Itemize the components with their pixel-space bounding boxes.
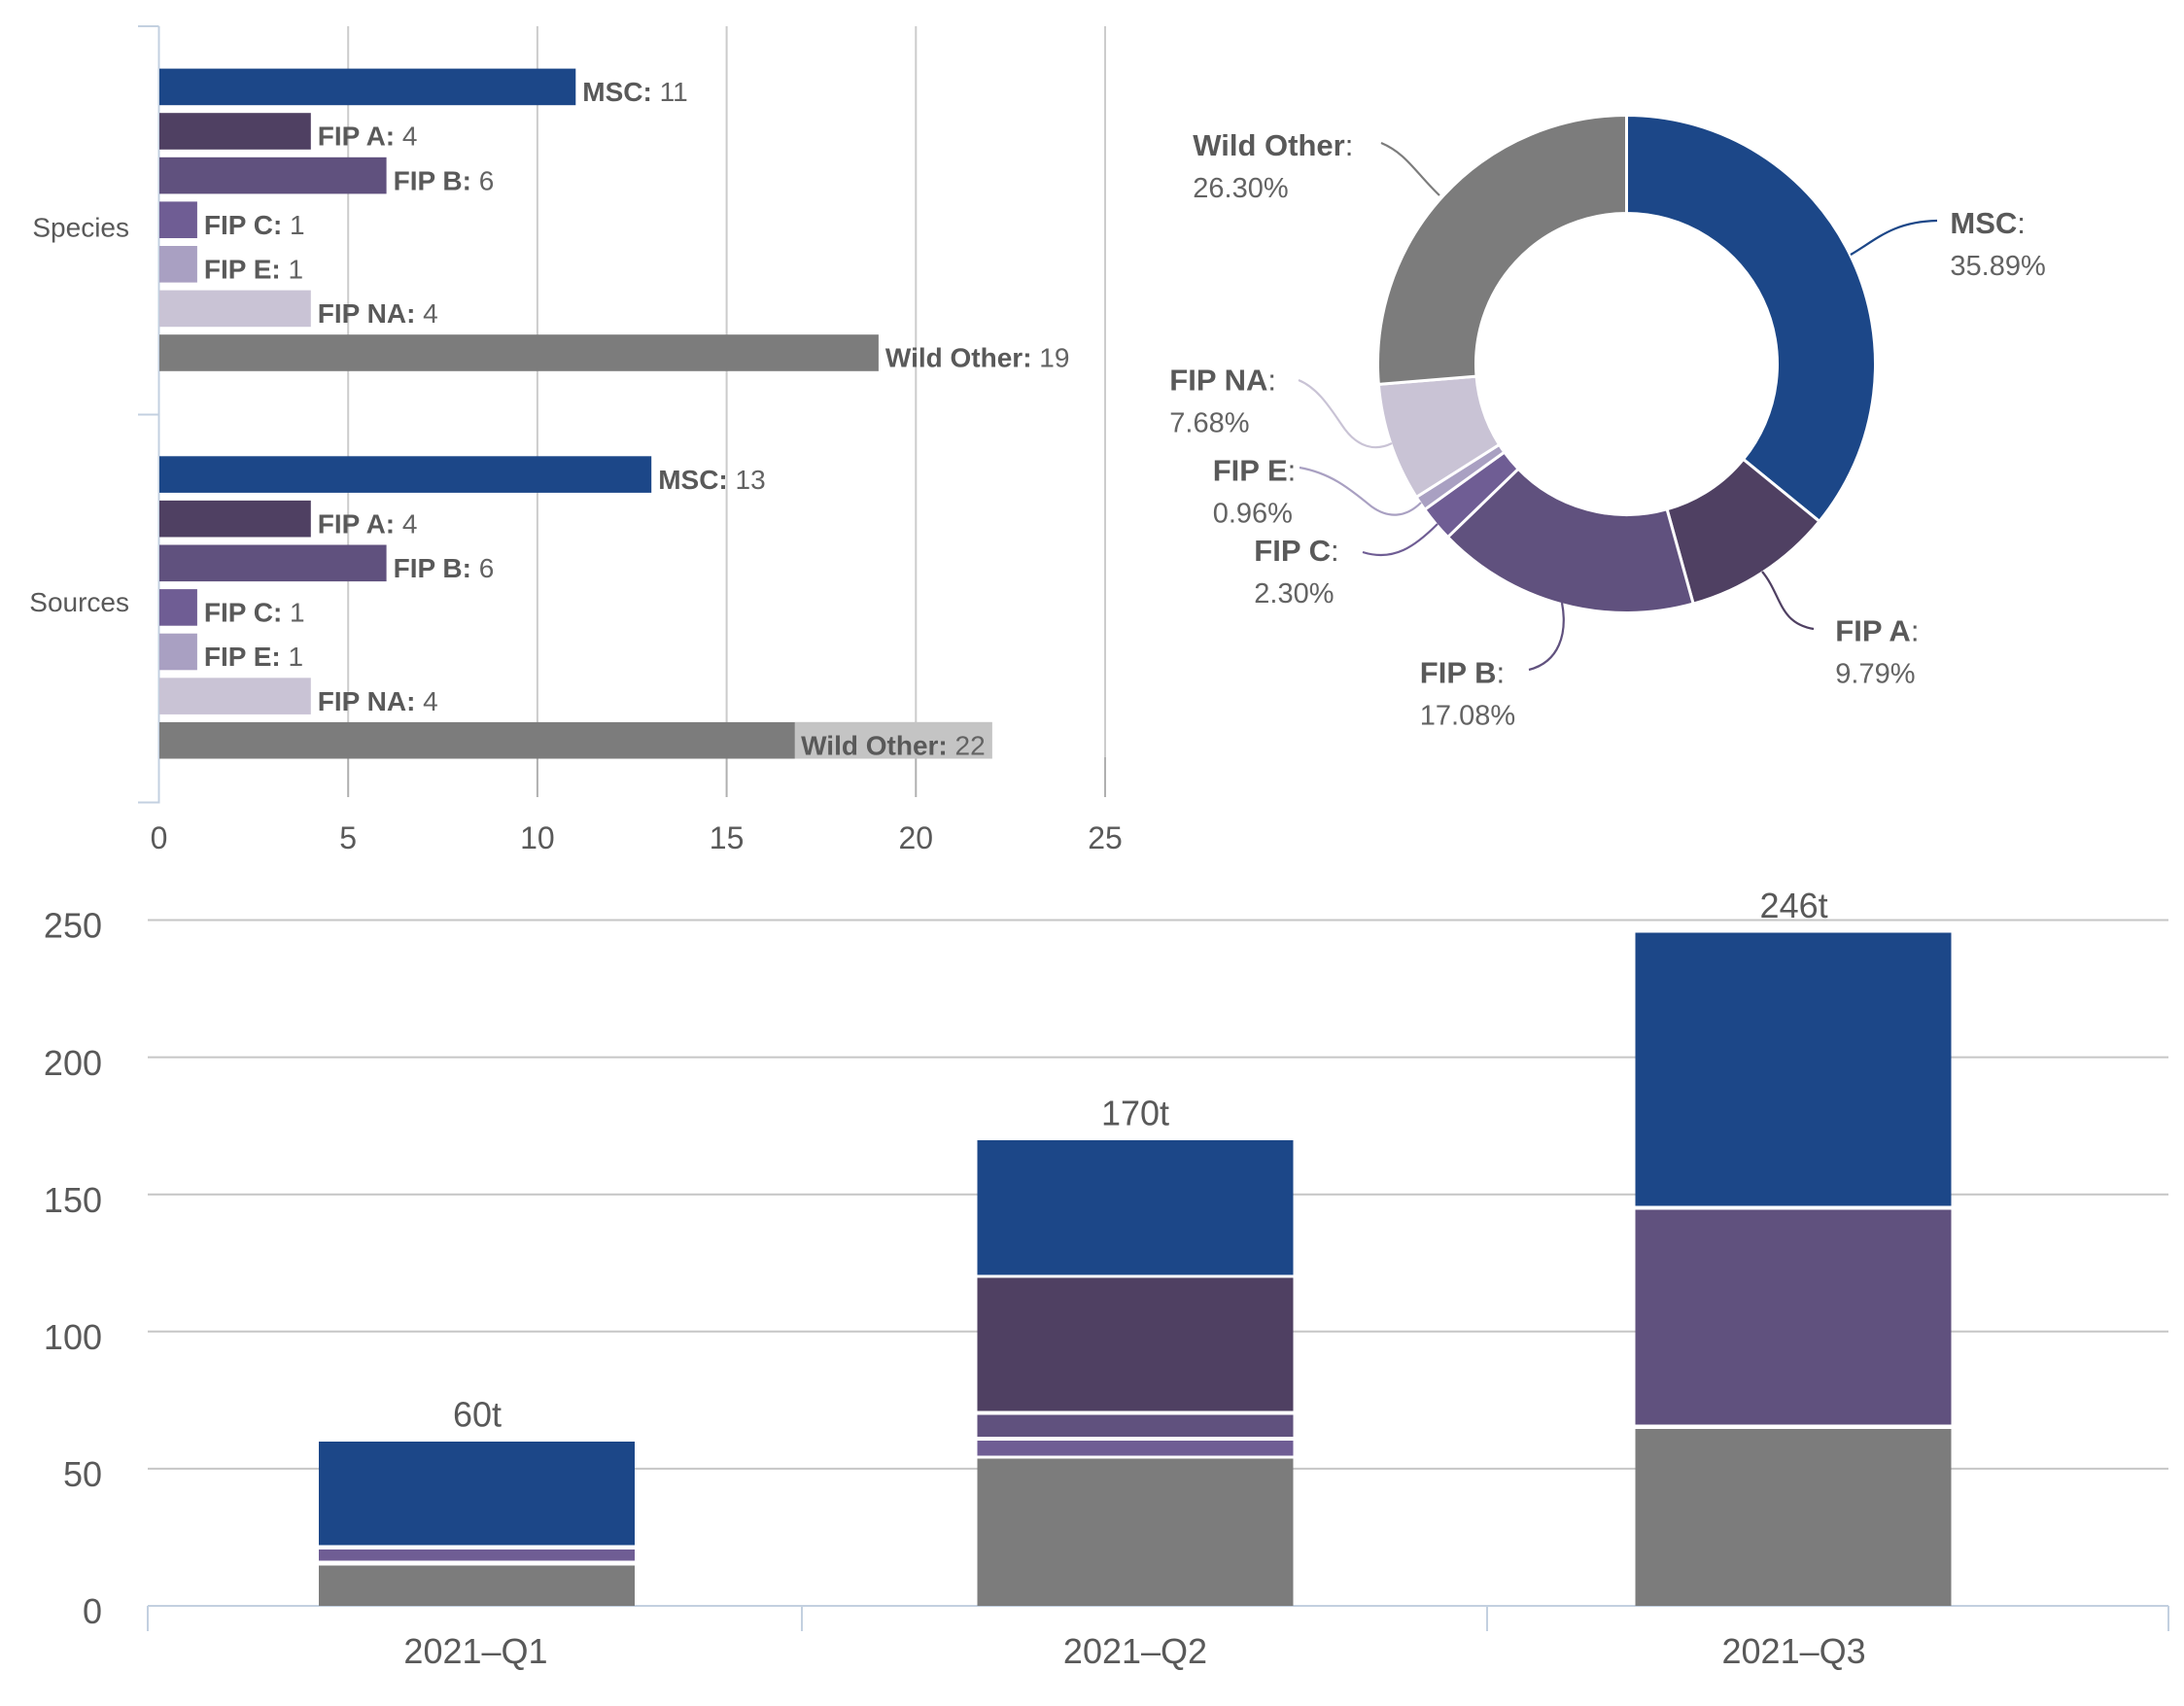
svg-text:26.30%: 26.30% — [1193, 173, 1288, 204]
svg-text:FIP A: 4: FIP A: 4 — [318, 122, 418, 152]
svg-text:150: 150 — [44, 1180, 102, 1220]
svg-text:2021–Q1: 2021–Q1 — [403, 1631, 547, 1671]
svg-text:5: 5 — [339, 820, 357, 855]
svg-text:50: 50 — [63, 1454, 102, 1494]
svg-text:60t: 60t — [453, 1395, 502, 1435]
svg-text:35.89%: 35.89% — [1950, 251, 2045, 282]
svg-text:FIP C: 1: FIP C: 1 — [204, 210, 305, 240]
svg-text:FIP E: 1: FIP E: 1 — [204, 642, 303, 672]
svg-text:FIP A: 4: FIP A: 4 — [318, 508, 418, 539]
svg-text:FIP A:: FIP A: — [1835, 614, 1919, 648]
svg-text:FIP E:: FIP E: — [1213, 454, 1297, 488]
svg-text:Wild Other: 22: Wild Other: 22 — [801, 730, 986, 760]
svg-text:FIP C:: FIP C: — [1254, 534, 1338, 568]
svg-text:FIP NA:: FIP NA: — [1169, 364, 1276, 398]
svg-text:Wild Other:: Wild Other: — [1193, 128, 1353, 162]
svg-text:200: 200 — [44, 1043, 102, 1083]
svg-text:FIP C: 1: FIP C: 1 — [204, 598, 305, 628]
svg-text:0: 0 — [83, 1591, 102, 1631]
svg-text:FIP NA: 4: FIP NA: 4 — [318, 686, 438, 716]
svg-text:100: 100 — [44, 1317, 102, 1357]
svg-text:FIP B:: FIP B: — [1420, 656, 1505, 690]
svg-text:10: 10 — [520, 820, 555, 855]
svg-text:MSC: 11: MSC: 11 — [582, 77, 687, 107]
svg-text:15: 15 — [710, 820, 745, 855]
svg-text:0: 0 — [151, 820, 168, 855]
svg-text:Species: Species — [32, 213, 129, 243]
svg-text:246t: 246t — [1760, 886, 1828, 925]
svg-text:2021–Q3: 2021–Q3 — [1722, 1631, 1866, 1671]
svg-text:17.08%: 17.08% — [1420, 701, 1515, 732]
svg-text:FIP B: 6: FIP B: 6 — [394, 553, 495, 583]
svg-text:170t: 170t — [1101, 1094, 1169, 1133]
svg-text:FIP B: 6: FIP B: 6 — [394, 165, 495, 195]
svg-text:MSC: 13: MSC: 13 — [658, 465, 765, 495]
svg-text:FIP NA: 4: FIP NA: 4 — [318, 298, 438, 329]
svg-text:7.68%: 7.68% — [1169, 408, 1249, 439]
svg-text:250: 250 — [44, 906, 102, 946]
svg-text:FIP E: 1: FIP E: 1 — [204, 255, 303, 285]
svg-text:20: 20 — [899, 820, 934, 855]
svg-text:0.96%: 0.96% — [1213, 499, 1293, 530]
svg-text:2021–Q2: 2021–Q2 — [1063, 1631, 1207, 1671]
svg-text:Wild Other: 19: Wild Other: 19 — [885, 343, 1070, 373]
svg-text:Sources: Sources — [29, 587, 129, 617]
svg-text:25: 25 — [1088, 820, 1123, 855]
svg-text:MSC:: MSC: — [1950, 206, 2026, 240]
svg-text:2.30%: 2.30% — [1254, 578, 1334, 609]
svg-text:9.79%: 9.79% — [1835, 659, 1915, 690]
